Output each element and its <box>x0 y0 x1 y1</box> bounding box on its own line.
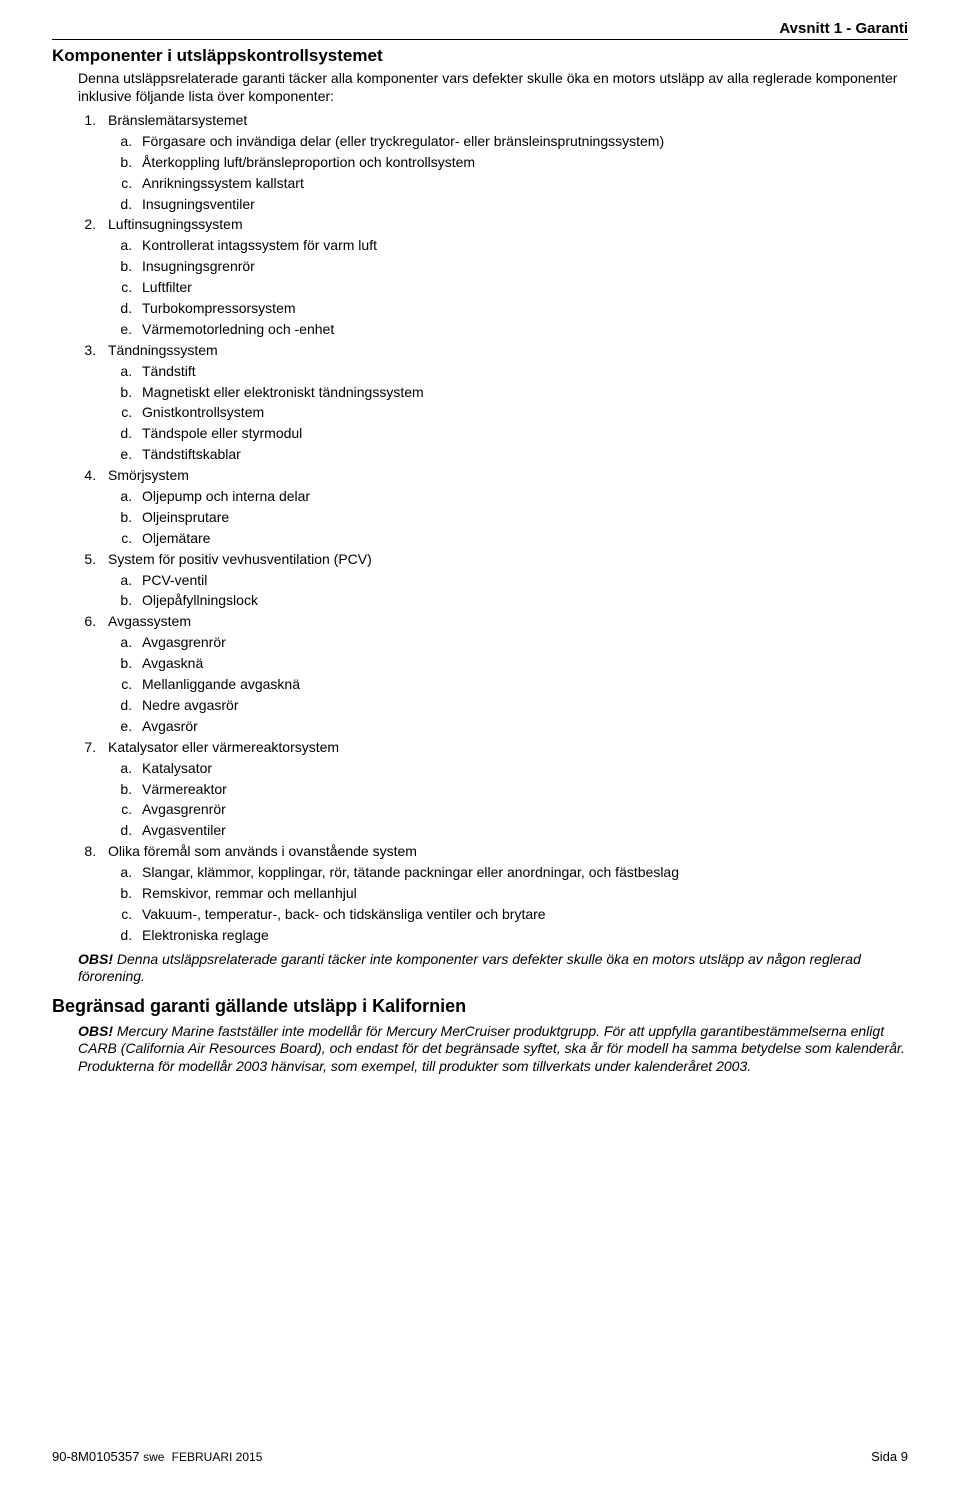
list-section-label: Luftinsugningssystem <box>108 216 243 232</box>
heading-begransad: Begränsad garanti gällande utsläpp i Kal… <box>52 996 908 1017</box>
alpha-list: Katalysator VärmereaktorAvgasgrenrör Avgas… <box>108 759 908 841</box>
main-list: Bränslemätarsystemet Förgasare och invänd… <box>52 111 908 945</box>
alpha-item: Oljepump och interna delar <box>136 487 908 506</box>
alpha-list: Kontrollerat intagssystem för varm luft I… <box>108 236 908 338</box>
footer-right: Sida 9 <box>871 1449 908 1464</box>
alpha-item: Magnetiskt eller elektroniskt tändningss… <box>136 383 908 402</box>
alpha-list: Avgasgrenrör Avgasknä Mellanliggande avgas… <box>108 633 908 735</box>
alpha-list: Tändstift Magnetiskt eller elektroniskt t… <box>108 362 908 464</box>
alpha-item: Katalysator <box>136 759 908 778</box>
list-section: System för positiv vevhusventilation (PC… <box>100 550 908 611</box>
footer-docnum: 90-8M0105357 <box>52 1449 139 1464</box>
footer-left: 90-8M0105357 swe FEBRUARI 2015 <box>52 1449 262 1464</box>
alpha-item: Remskivor, remmar och mellanhjul <box>136 884 908 903</box>
alpha-item: Avgasventiler <box>136 821 908 840</box>
alpha-item: Avgasrör <box>136 717 908 736</box>
list-section: Bränslemätarsystemet Förgasare och invänd… <box>100 111 908 213</box>
list-section: Luftinsugningssystem Kontrollerat intagss… <box>100 215 908 338</box>
alpha-item: Avgasgrenrör <box>136 800 908 819</box>
list-section: Katalysator eller värmereaktorsystem Kata… <box>100 738 908 840</box>
page-footer: 90-8M0105357 swe FEBRUARI 2015 Sida 9 <box>52 1449 908 1464</box>
alpha-item: Tändstiftskablar <box>136 445 908 464</box>
page: Avsnitt 1 - Garanti Komponenter i utsläp… <box>0 0 960 1486</box>
alpha-item: Insugningsgrenrör <box>136 257 908 276</box>
list-section: Tändningssystem Tändstift Magnetiskt eller… <box>100 341 908 464</box>
list-section-label: Smörjsystem <box>108 467 189 483</box>
alpha-item: Nedre avgasrör <box>136 696 908 715</box>
alpha-item: Förgasare och invändiga delar (eller try… <box>136 132 908 151</box>
alpha-item: Återkoppling luft/bränsleproportion och … <box>136 153 908 172</box>
alpha-list: Oljepump och interna delar Oljeinsprutare… <box>108 487 908 548</box>
alpha-item: Kontrollerat intagssystem för varm luft <box>136 236 908 255</box>
alpha-item: Gnistkontrollsystem <box>136 403 908 422</box>
alpha-list: Slangar, klämmor, kopplingar, rör, tätan… <box>108 863 908 945</box>
list-section: SmörjsystemOljepump och interna delarOlj… <box>100 466 908 548</box>
list-section-label: Bränslemätarsystemet <box>108 112 247 128</box>
alpha-item: Tändstift <box>136 362 908 381</box>
alpha-item: Oljepåfyllningslock <box>136 591 908 610</box>
footer-date: FEBRUARI 2015 <box>172 1450 263 1464</box>
alpha-item: Avgasknä <box>136 654 908 673</box>
list-section-label: Avgassystem <box>108 613 191 629</box>
alpha-item: Slangar, klämmor, kopplingar, rör, tätan… <box>136 863 908 882</box>
alpha-item: Luftfilter <box>136 278 908 297</box>
list-section-label: System för positiv vevhusventilation (PC… <box>108 551 372 567</box>
obs-label-2: OBS! <box>78 1023 113 1039</box>
alpha-item: Oljemätare <box>136 529 908 548</box>
obs-text-2: Mercury Marine fastställer inte modellår… <box>78 1023 905 1074</box>
alpha-item: Avgasgrenrör <box>136 633 908 652</box>
obs-note-2: OBS! Mercury Marine fastställer inte mod… <box>52 1023 908 1076</box>
alpha-item: Vakuum-, temperatur-, back- och tidskäns… <box>136 905 908 924</box>
list-section-label: Katalysator eller värmereaktorsystem <box>108 739 339 755</box>
intro-paragraph: Denna utsläppsrelaterade garanti täcker … <box>52 70 908 105</box>
obs-text-1: Denna utsläppsrelaterade garanti täcker … <box>78 951 861 985</box>
obs-label-1: OBS! <box>78 951 113 967</box>
alpha-list: Förgasare och invändiga delar (eller try… <box>108 132 908 214</box>
alpha-item: Värmemotorledning och -enhet <box>136 320 908 339</box>
alpha-item: Insugningsventiler <box>136 195 908 214</box>
list-section-label: Olika föremål som används i ovanstående … <box>108 843 417 859</box>
section-header: Avsnitt 1 - Garanti <box>52 20 908 37</box>
alpha-item: Tändspole eller styrmodul <box>136 424 908 443</box>
alpha-item: Oljeinsprutare <box>136 508 908 527</box>
list-section: Avgassystem Avgasgrenrör Avgasknä Mellanlig… <box>100 612 908 735</box>
heading-komponenter: Komponenter i utsläppskontrollsystemet <box>52 46 908 66</box>
obs-note-1: OBS! Denna utsläppsrelaterade garanti tä… <box>52 951 908 986</box>
alpha-item: PCV-ventil <box>136 571 908 590</box>
alpha-item: Turbokompressorsystem <box>136 299 908 318</box>
list-section-label: Tändningssystem <box>108 342 218 358</box>
alpha-item: Mellanliggande avgasknä <box>136 675 908 694</box>
alpha-item: Elektroniska reglage <box>136 926 908 945</box>
header-rule <box>52 39 908 40</box>
list-section: Olika föremål som används i ovanstående … <box>100 842 908 944</box>
alpha-list: PCV-ventilOljepåfyllningslock <box>108 571 908 611</box>
footer-lang: swe <box>143 1450 164 1464</box>
alpha-item: Anrikningssystem kallstart <box>136 174 908 193</box>
alpha-item: Värmereaktor <box>136 780 908 799</box>
